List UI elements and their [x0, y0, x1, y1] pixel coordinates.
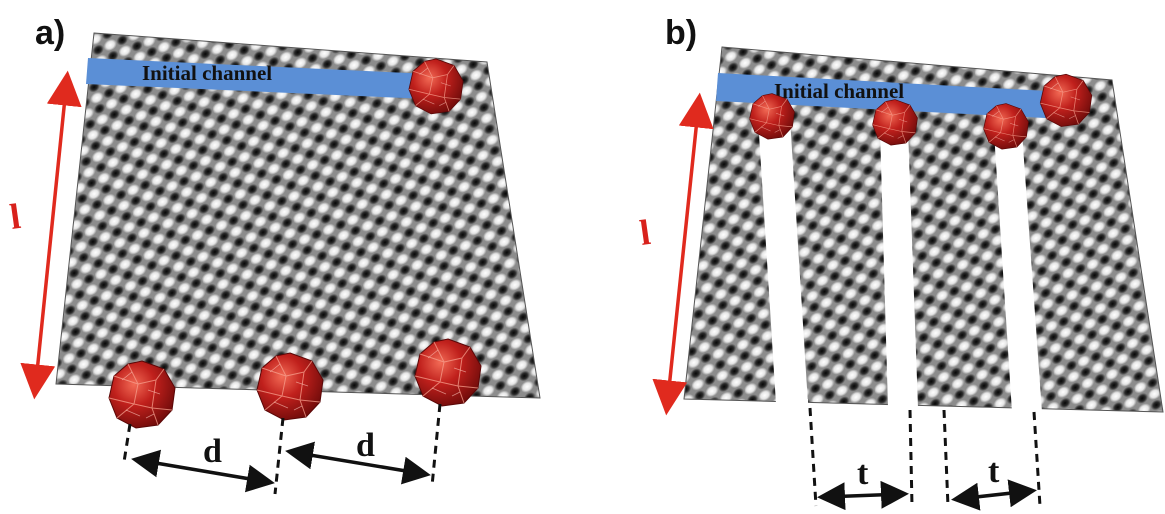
guide-line: [808, 407, 818, 507]
initial-channel-label-b: Initial channel: [774, 79, 904, 103]
cut-channel: [994, 132, 1042, 412]
initial-channel-bar-a: [86, 58, 430, 99]
panel-b: b) Initial channel l t t: [637, 14, 1164, 511]
initial-channel-label-a: Initial channel: [142, 61, 272, 85]
guide-line: [273, 417, 285, 495]
length-arrow-b: [652, 92, 714, 416]
length-label-b: l: [637, 212, 652, 253]
spacing-label-a2: d: [356, 427, 375, 464]
panel-b-label: b): [665, 14, 697, 52]
spacing-arrow-b2: [951, 479, 1037, 511]
length-arrow-a: [20, 70, 82, 400]
spacing-label-a1: d: [203, 433, 222, 470]
cut-channel: [880, 128, 918, 408]
lattice-sheet-a: [56, 33, 540, 398]
panel-a-label: a): [35, 14, 65, 52]
spacing-arrow-b1: [817, 480, 909, 511]
initial-channel-bar-b: [716, 73, 1066, 119]
spacing-arrow-a1: [131, 449, 275, 493]
spacing-label-b1: t: [857, 455, 869, 492]
guide-line: [430, 403, 442, 487]
guide-line: [942, 409, 950, 507]
guide-line: [122, 423, 132, 463]
cut-channel: [758, 118, 808, 404]
lattice-sheet-b: [684, 47, 1163, 412]
guide-line: [1032, 411, 1042, 507]
panel-a: a) Initial channel l d d: [7, 14, 541, 495]
spacing-label-b2: t: [988, 453, 1000, 490]
length-label-a: l: [7, 196, 22, 237]
guide-line: [908, 409, 914, 507]
spacing-arrow-a2: [285, 441, 431, 485]
